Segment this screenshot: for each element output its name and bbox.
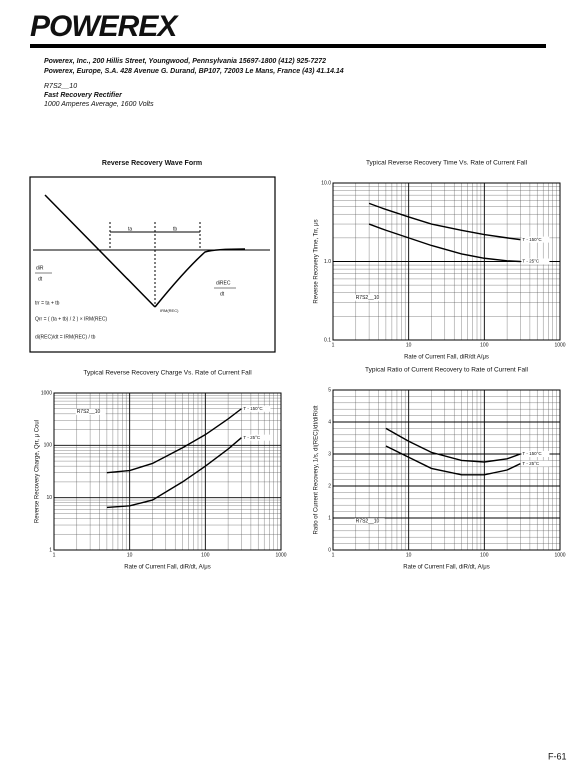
label: ta bbox=[128, 226, 132, 232]
part-number: R7S2__10 bbox=[44, 83, 77, 90]
x-tick-label: 100 bbox=[480, 342, 489, 348]
y-tick-label: 1 bbox=[49, 547, 52, 553]
x-tick-label: 1 bbox=[53, 552, 56, 558]
y-axis-label: Reverse Recovery Time, Trr, μs bbox=[314, 219, 320, 303]
y-tick-label: 2 bbox=[328, 483, 331, 489]
plot-frame bbox=[53, 392, 282, 551]
equation: di(REC)/dt = IRM(REC) / tb bbox=[35, 334, 96, 340]
annotation: R7S2__10 bbox=[356, 295, 380, 301]
y-tick-label: 3 bbox=[328, 451, 331, 457]
x-tick-label: 1000 bbox=[554, 552, 565, 558]
plot-frame bbox=[332, 182, 561, 341]
series-label: T - 150°C bbox=[522, 451, 542, 456]
logo: POWEREX bbox=[30, 10, 179, 43]
series-line bbox=[106, 437, 242, 509]
plot-frame bbox=[332, 389, 561, 551]
x-axis-label: Rate of Current Fall, diR/dt A/μs bbox=[404, 355, 489, 361]
series-line bbox=[368, 202, 521, 241]
series-line bbox=[106, 408, 242, 474]
equation: trr = ta + tb bbox=[35, 300, 60, 306]
series-label: T - 25°C bbox=[522, 259, 539, 264]
series-label: T - 25°C bbox=[243, 435, 260, 440]
chart-title: Typical Reverse Recovery Time Vs. Rate o… bbox=[366, 160, 528, 167]
header-rule bbox=[30, 44, 546, 48]
series-label-bg bbox=[521, 236, 550, 243]
address: Powerex, Europe, S.A. 428 Avenue G. Dura… bbox=[44, 68, 344, 75]
x-tick-label: 1 bbox=[332, 342, 335, 348]
series-label-bg bbox=[242, 405, 271, 412]
x-tick-label: 1000 bbox=[275, 552, 286, 558]
series-line bbox=[385, 445, 521, 476]
series-label: T - 150°C bbox=[522, 237, 542, 242]
page-number: F-61 bbox=[548, 751, 567, 761]
label: tb bbox=[173, 226, 177, 232]
series-label-bg bbox=[521, 460, 550, 467]
y-tick-label: 100 bbox=[44, 443, 53, 449]
x-axis-label: Rate of Current Fall, diR/dt, A/μs bbox=[403, 565, 490, 571]
chart-title: Typical Reverse Recovery Charge Vs. Rate… bbox=[83, 370, 252, 377]
product: Fast Recovery Rectifier bbox=[44, 92, 123, 99]
chart: Typical Reverse Recovery Time Vs. Rate o… bbox=[314, 160, 566, 361]
annotation-bg bbox=[75, 408, 106, 415]
series-label-bg bbox=[242, 434, 271, 441]
label: dt bbox=[220, 291, 225, 297]
label: IRM(REC) bbox=[160, 308, 179, 313]
x-tick-label: 10 bbox=[127, 552, 133, 558]
x-tick-label: 100 bbox=[480, 552, 489, 558]
label: diR bbox=[36, 265, 44, 271]
diagram-frame bbox=[29, 176, 276, 353]
y-tick-label: 1 bbox=[328, 515, 331, 521]
address: Powerex, Inc., 200 Hillis Street, Youngw… bbox=[44, 58, 326, 65]
annotation: R7S2__10 bbox=[77, 409, 101, 415]
y-axis-label: Reverse Recovery Charge, Qrr, μ Coul bbox=[35, 420, 41, 523]
y-tick-label: 5 bbox=[328, 387, 331, 393]
y-tick-label: 10 bbox=[46, 495, 52, 501]
waveform-diagram: Reverse Recovery Wave Form ta tb diR dt … bbox=[29, 160, 276, 353]
x-axis-label: Rate of Current Fall, diR/dt, A/μs bbox=[124, 565, 211, 571]
y-tick-label: 1.0 bbox=[324, 259, 331, 265]
y-tick-label: 4 bbox=[328, 419, 331, 425]
diagram-title: Reverse Recovery Wave Form bbox=[102, 160, 202, 167]
annotation: R7S2__10 bbox=[356, 519, 380, 525]
series-line bbox=[385, 427, 521, 463]
label: dt bbox=[38, 276, 43, 282]
chart-title: Typical Ratio of Current Recovery to Rat… bbox=[365, 367, 528, 374]
current-fall bbox=[44, 194, 156, 308]
x-tick-label: 10 bbox=[406, 342, 412, 348]
x-tick-label: 1000 bbox=[554, 342, 565, 348]
equation: Qrr = ( (ta + tb) / 2 ) × IRM(REC) bbox=[35, 316, 107, 322]
chart: Typical Ratio of Current Recovery to Rat… bbox=[314, 367, 566, 571]
x-tick-label: 100 bbox=[201, 552, 210, 558]
series-line bbox=[368, 223, 521, 263]
label: diREC bbox=[216, 280, 231, 286]
recovery-curve bbox=[154, 248, 246, 308]
y-axis-label: Ratio of Current Recovery, 1/s, di(REC)/… bbox=[314, 405, 320, 534]
annotation-bg bbox=[354, 294, 385, 301]
y-tick-label: 0 bbox=[328, 547, 331, 553]
series-label: T - 150°C bbox=[243, 406, 263, 411]
y-tick-label: 1000 bbox=[41, 390, 52, 396]
y-tick-label: 10.0 bbox=[321, 180, 331, 186]
x-tick-label: 10 bbox=[406, 552, 412, 558]
chart: Typical Reverse Recovery Charge Vs. Rate… bbox=[35, 370, 287, 571]
series-label: T - 25°C bbox=[522, 461, 539, 466]
series-label-bg bbox=[521, 451, 550, 457]
series-label-bg bbox=[521, 258, 550, 265]
rating: 1000 Amperes Average, 1600 Volts bbox=[44, 101, 154, 108]
x-tick-label: 1 bbox=[332, 552, 335, 558]
y-tick-label: 0.1 bbox=[324, 337, 331, 343]
annotation-bg bbox=[354, 518, 385, 525]
